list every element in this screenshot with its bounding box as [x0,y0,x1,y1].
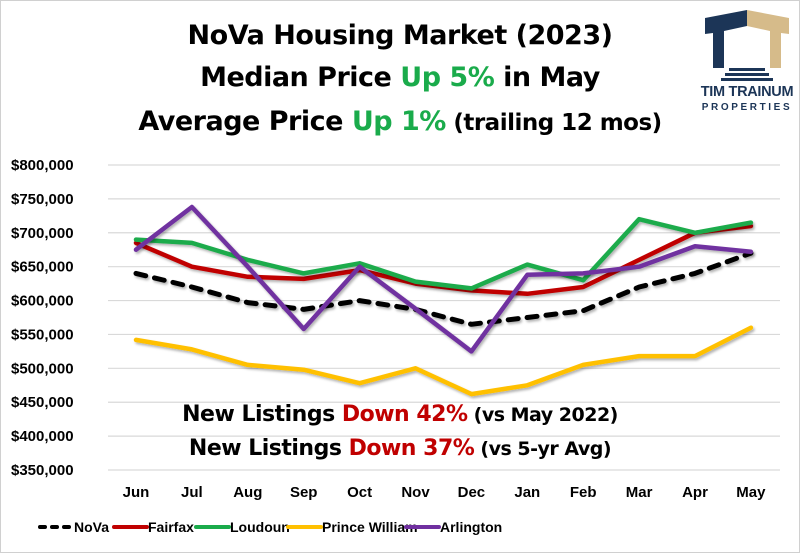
logo-name: TIM TRAINUM [700,84,794,100]
legend-item-nova: NoVa [38,519,109,535]
new-listings-yoy: New Listings Down 42% (vs May 2022) [0,402,800,427]
x-tick-label: Mar [626,484,653,501]
x-tick-label: Dec [458,484,486,501]
x-tick-label: Jan [514,484,540,501]
y-tick-label: $800,000 [11,157,74,174]
x-tick-label: May [736,484,766,501]
legend-label: NoVa [74,519,109,535]
subtitle-median: Median Price Up 5% in May [0,62,800,93]
series-line-arlington [133,204,754,354]
series-line-nova [133,250,754,327]
legend-item-fairfax: Fairfax [112,519,194,535]
y-axis: $800,000 $750,000 $700,000 $650,000 $600,000… [11,157,74,479]
x-tick-label: Jul [181,484,203,501]
note2-label: New Listings [188,436,349,461]
subtitle-median-suffix: in May [494,62,600,93]
house-columns-icon [705,10,789,81]
legend: NoVa Fairfax Loudoun Prince William Arlingto… [38,519,502,535]
x-tick-label: Aug [233,484,262,501]
y-tick-label: $600,000 [11,293,74,310]
subtitle-median-label: Median Price [200,62,401,93]
new-listings-5yr: New Listings Down 37% (vs 5-yr Avg) [0,436,800,461]
x-tick-label: Apr [682,484,708,501]
title-line1: NoVa Housing Market (2023) [187,20,613,51]
y-tick-label: $750,000 [11,191,74,208]
y-tick-label: $700,000 [11,225,74,242]
y-tick-label: $500,000 [11,360,74,377]
x-tick-label: Feb [570,484,597,501]
x-tick-label: Nov [401,484,430,501]
note1-label: New Listings [182,402,342,427]
legend-label: Fairfax [148,519,194,535]
note2-change: Down 37% [348,436,475,461]
legend-label: Loudoun [230,519,290,535]
company-logo: TIM TRAINUM PROPERTIES [697,6,797,124]
subtitle-average-label: Average Price [138,106,352,137]
series-line-prince-william [133,325,754,397]
note1-change: Down 42% [341,402,468,427]
legend-item-loudoun: Loudoun [194,519,290,535]
logo-subname: PROPERTIES [701,102,793,113]
note1-suffix: (vs May 2022) [467,404,619,426]
series-lines [133,204,754,397]
median-change: Up 5% [400,62,495,93]
y-tick-label: $350,000 [11,462,74,479]
chart-title: NoVa Housing Market (2023) [0,20,800,51]
legend-item-arlington: Arlington [404,519,502,535]
x-tick-label: Jun [123,484,150,501]
y-tick-label: $550,000 [11,326,74,343]
y-tick-label: $450,000 [11,394,74,411]
subtitle-average: Average Price Up 1% (trailing 12 mos) [0,106,800,137]
subtitle-average-suffix: (trailing 12 mos) [445,110,662,136]
x-axis: Jun Jul Aug Sep Oct Nov Dec Jan Feb Mar Apr May [123,484,766,501]
legend-label: Prince William [322,519,418,535]
y-tick-label: $400,000 [11,428,74,445]
gridlines [108,164,780,471]
series-line-loudoun [133,216,754,291]
legend-item-prince-william: Prince William [286,519,418,535]
note2-suffix: (vs 5-yr Avg) [474,438,612,460]
y-tick-label: $650,000 [11,259,74,276]
legend-label: Arlington [440,519,502,535]
x-tick-label: Sep [290,484,318,501]
average-change: Up 1% [351,106,447,137]
x-tick-label: Oct [347,484,372,501]
